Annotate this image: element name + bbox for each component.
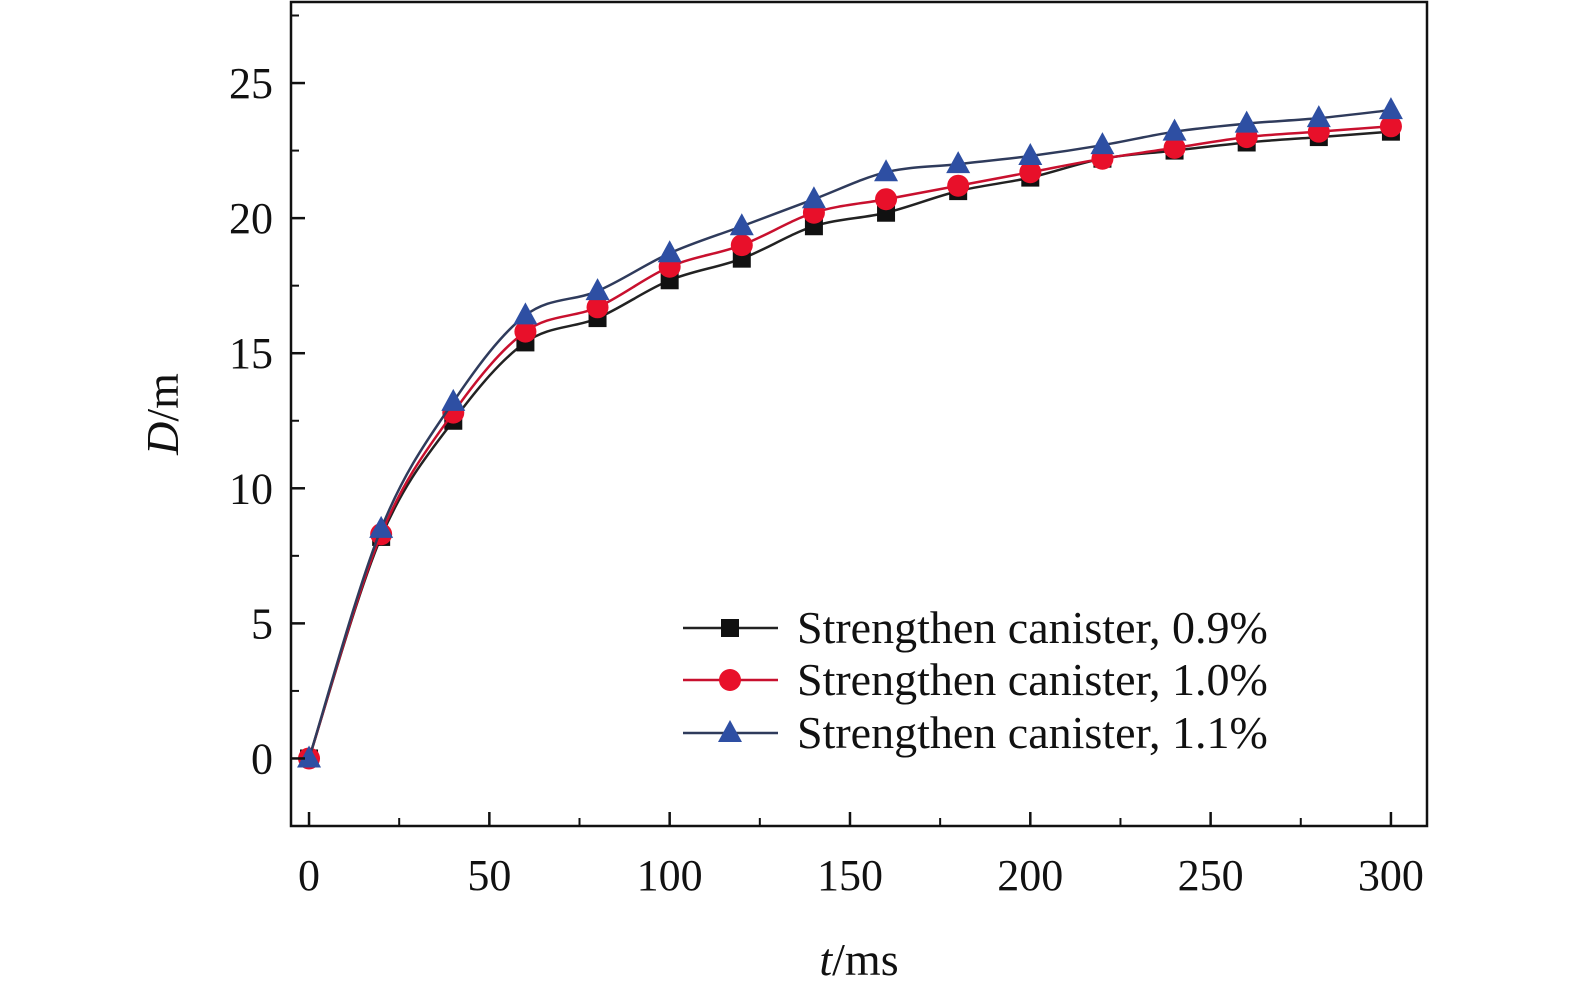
y-axis-label: D/m — [137, 373, 188, 456]
data-point — [585, 278, 610, 301]
x-tick-label: 100 — [637, 851, 703, 900]
legend-marker — [721, 619, 739, 637]
y-tick-label: 5 — [251, 599, 273, 648]
legend-label: Strengthen canister, 0.9% — [797, 602, 1268, 653]
data-point — [1090, 132, 1115, 155]
data-point — [1379, 115, 1402, 138]
data-point — [1163, 136, 1186, 159]
data-point — [297, 745, 322, 768]
data-point — [946, 151, 971, 174]
data-point — [586, 296, 609, 319]
x-tick-label: 300 — [1358, 851, 1424, 900]
x-axis-label: t/ms — [819, 934, 898, 985]
x-axis-label-unit: /ms — [832, 934, 898, 985]
y-axis-label-italic: D — [137, 422, 188, 456]
x-tick-label: 200 — [997, 851, 1063, 900]
data-point — [1234, 110, 1259, 133]
legend-marker — [718, 720, 742, 742]
data-point — [947, 174, 970, 197]
y-axis: 0 5 10 15 20 25 — [229, 14, 305, 783]
y-tick-label: 0 — [251, 734, 273, 783]
data-point — [1162, 118, 1187, 141]
data-point — [657, 240, 682, 263]
data-point — [801, 186, 826, 209]
legend: Strengthen canister, 0.9%Strengthen cani… — [683, 602, 1268, 758]
plot-frame — [289, 0, 1429, 828]
x-tick-label: 0 — [298, 851, 320, 900]
legend-item: Strengthen canister, 0.9% — [683, 602, 1268, 653]
legend-marker — [719, 669, 741, 691]
data-point — [1019, 161, 1042, 184]
x-tick-label: 250 — [1178, 851, 1244, 900]
y-tick-label: 20 — [229, 194, 273, 243]
y-tick-label: 15 — [229, 329, 273, 378]
x-axis: 0 50 100 150 200 250 300 — [298, 812, 1424, 900]
y-tick-label: 10 — [229, 464, 273, 513]
legend-label: Strengthen canister, 1.1% — [797, 707, 1268, 758]
data-point — [513, 302, 538, 325]
data-point — [514, 320, 537, 343]
legend-label: Strengthen canister, 1.0% — [797, 654, 1268, 705]
data-point — [369, 515, 394, 538]
data-point — [875, 188, 898, 211]
series-3 — [297, 97, 1403, 768]
y-tick-label: 25 — [229, 59, 273, 108]
data-point — [1378, 97, 1403, 120]
data-point — [730, 234, 753, 257]
data-point — [729, 213, 754, 236]
y-axis-label-unit: /m — [137, 373, 188, 422]
data-point — [441, 388, 466, 411]
data-point — [874, 159, 899, 182]
legend-item: Strengthen canister, 1.0% — [683, 654, 1268, 705]
series-layer — [297, 97, 1403, 770]
x-tick-label: 150 — [817, 851, 883, 900]
legend-item: Strengthen canister, 1.1% — [683, 707, 1268, 758]
x-axis-label-italic: t — [819, 934, 833, 985]
x-tick-label: 50 — [467, 851, 511, 900]
data-point — [1018, 142, 1043, 165]
data-point — [1306, 105, 1331, 128]
